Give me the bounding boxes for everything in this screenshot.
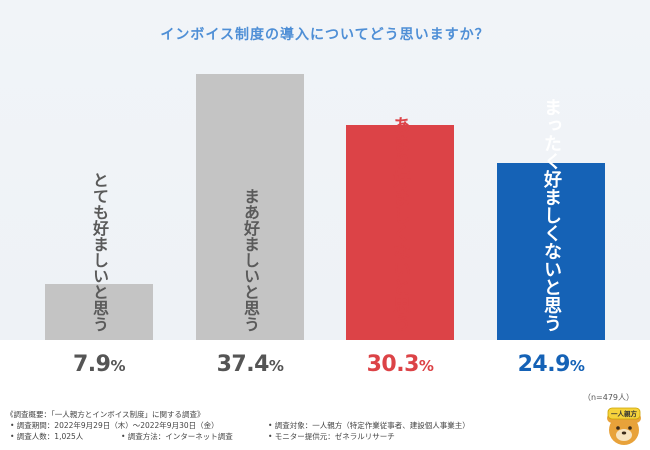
category-label-1: とても好ましいと思う xyxy=(90,172,109,332)
bar-1 xyxy=(45,283,153,340)
footer-provider: • モニター提供元：ゼネラルリサーチ xyxy=(268,432,395,441)
footer-method: • 調査方法：インターネット調査 xyxy=(121,432,233,441)
bar-4 xyxy=(497,163,605,340)
value-label-2: 37.4% xyxy=(216,352,284,377)
chart-title: インボイス制度の導入についてどう思いますか？ xyxy=(160,27,490,43)
footer-count: • 調査人数：1,025人 xyxy=(10,432,84,441)
logo-text: 一人親方 xyxy=(611,410,637,418)
value-label-3: 30.3% xyxy=(366,352,434,377)
survey-footer: 《調査概要：「一人親方とインボイス制度」に関する調査》 • 調査期間：2022年… xyxy=(6,409,596,449)
category-label-4: まったく好ましくないと思う xyxy=(541,98,562,332)
value-label-1: 7.9% xyxy=(72,352,126,377)
category-label-2: まあ好ましいと思う xyxy=(241,188,260,332)
footer-period: • 調査期間：2022年9月29日（木）〜2022年9月30日（金） xyxy=(10,421,219,430)
sample-size-note: （n=479人） xyxy=(582,393,634,402)
category-label-3: あまり好ましくないと思う xyxy=(390,116,411,332)
bar-2 xyxy=(196,74,304,340)
footer-heading: 《調査概要：「一人親方とインボイス制度」に関する調査》 xyxy=(6,410,205,419)
bar-3 xyxy=(346,124,454,340)
footer-target: • 調査対象：一人親方（特定作業従事者、建設個人事業主） xyxy=(268,421,470,430)
value-label-4: 24.9% xyxy=(517,352,585,377)
bear-mascot-icon: 一人親方 xyxy=(604,406,644,446)
